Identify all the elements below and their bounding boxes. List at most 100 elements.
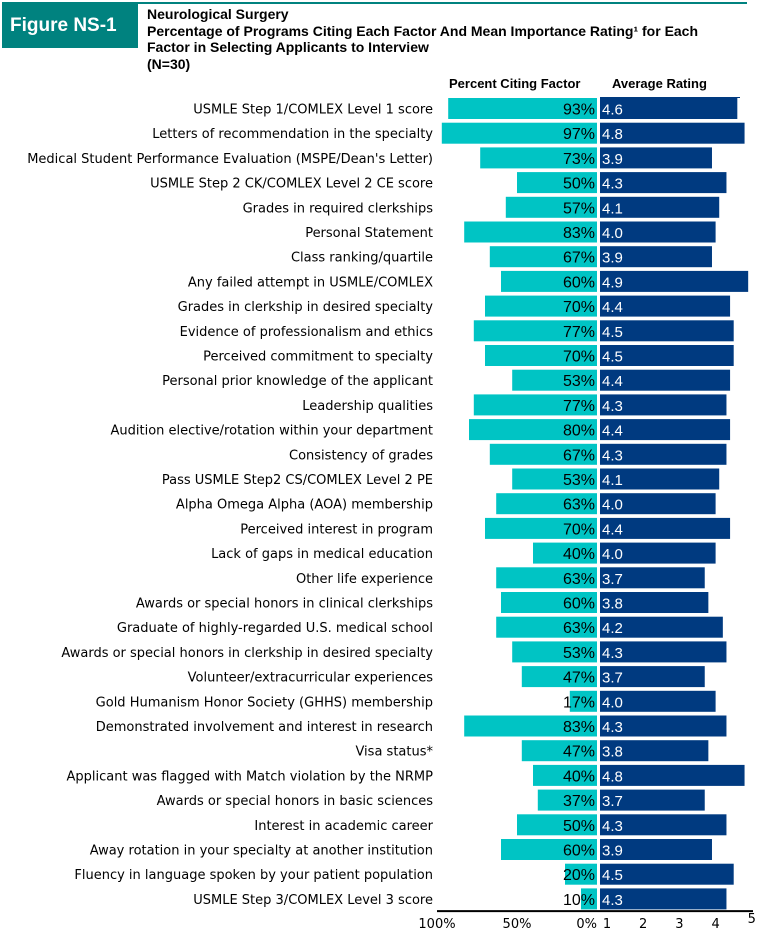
rating-data-label: 4.3 xyxy=(602,645,623,662)
category-label: Consistency of grades xyxy=(289,448,433,463)
rating-axis-tick: 1 xyxy=(603,917,611,932)
specialty-name: Neurological Surgery xyxy=(147,6,289,22)
category-label: USMLE Step 2 CK/COMLEX Level 2 CE score xyxy=(150,177,433,192)
category-label: Awards or special honors in clinical cle… xyxy=(136,597,433,612)
rating-data-label: 4.3 xyxy=(602,176,623,193)
rating-data-label: 3.7 xyxy=(602,793,623,810)
percent-data-label: 37% xyxy=(563,793,595,810)
rating-axis-tick: 2 xyxy=(639,917,647,932)
percent-bar xyxy=(473,320,597,342)
percent-data-label: 83% xyxy=(563,719,595,736)
percent-data-label: 17% xyxy=(563,694,595,711)
title-line-1: Percentage of Programs Citing Each Facto… xyxy=(147,22,699,39)
percent-data-label: 77% xyxy=(563,324,595,341)
category-label: Visa status* xyxy=(355,745,433,760)
rating-bar xyxy=(600,863,734,885)
percent-data-label: 50% xyxy=(563,818,595,835)
percent-bar xyxy=(473,394,597,416)
rating-column-header: Average Rating xyxy=(612,76,707,91)
category-label: Awards or special honors in clerkship in… xyxy=(61,646,433,661)
category-label: USMLE Step 3/COMLEX Level 3 score xyxy=(193,893,433,908)
percent-data-label: 63% xyxy=(563,620,595,637)
rating-data-label: 4.5 xyxy=(602,324,623,341)
percent-axis-tick: 50% xyxy=(503,917,532,932)
category-label: Applicant was flagged with Match violati… xyxy=(67,769,434,784)
percent-column-header: Percent Citing Factor xyxy=(449,76,581,91)
percent-data-label: 97% xyxy=(563,126,595,143)
rating-bar xyxy=(600,270,749,292)
rating-bar xyxy=(600,542,716,564)
percent-data-label: 10% xyxy=(563,892,595,909)
rating-data-label: 4.3 xyxy=(602,447,623,464)
rating-bar xyxy=(600,666,705,688)
rating-bar xyxy=(600,196,720,218)
rating-data-label: 4.4 xyxy=(602,423,623,440)
rating-data-label: 4.3 xyxy=(602,892,623,909)
category-label: Personal Statement xyxy=(305,226,433,241)
category-label: Class ranking/quartile xyxy=(291,251,433,266)
rating-data-label: 4.6 xyxy=(602,102,623,119)
rating-bar xyxy=(600,394,727,416)
percent-bar xyxy=(517,814,597,836)
percent-data-label: 83% xyxy=(563,225,595,242)
rating-bar xyxy=(600,616,723,638)
rating-bar xyxy=(600,888,727,910)
percent-data-label: 60% xyxy=(563,843,595,860)
category-label: Lack of gaps in medical education xyxy=(211,547,433,562)
rating-bar xyxy=(600,468,720,490)
category-label: Interest in academic career xyxy=(254,819,433,834)
category-label: Fluency in language spoken by your patie… xyxy=(74,868,433,883)
category-label: Leadership qualities xyxy=(302,399,433,414)
rating-data-label: 4.3 xyxy=(602,398,623,415)
category-label: USMLE Step 1/COMLEX Level 1 score xyxy=(193,103,433,118)
rating-bar xyxy=(600,419,731,441)
rating-axis-tick: 4 xyxy=(711,917,719,932)
title-line-2: Factor in Selecting Applicants to Interv… xyxy=(147,39,429,55)
rating-bar xyxy=(600,839,712,860)
rating-bar xyxy=(600,567,705,589)
percent-data-label: 47% xyxy=(563,670,595,687)
percent-bar xyxy=(521,666,597,688)
category-label: Away rotation in your specialty at anoth… xyxy=(90,844,433,859)
percent-bar xyxy=(489,246,597,268)
rating-bar xyxy=(600,740,709,762)
percent-bar xyxy=(501,270,597,292)
category-label: Evidence of professionalism and ethics xyxy=(180,325,434,340)
rating-data-label: 4.8 xyxy=(602,126,623,143)
percent-data-label: 73% xyxy=(563,151,595,168)
percent-bar xyxy=(501,592,597,613)
sample-size: (N=30) xyxy=(147,55,191,72)
category-label: Grades in clerkship in desired specialty xyxy=(178,300,434,315)
figure-label: Figure NS-1 xyxy=(2,4,138,48)
rating-data-label: 4.0 xyxy=(602,546,623,563)
figure-title: Neurological Surgery Percentage of Progr… xyxy=(147,6,698,72)
percent-data-label: 63% xyxy=(563,571,595,588)
category-label: Personal prior knowledge of the applican… xyxy=(162,374,433,389)
rating-data-label: 4.3 xyxy=(602,818,623,835)
rating-data-label: 4.0 xyxy=(602,225,623,242)
rating-data-label: 4.0 xyxy=(602,497,623,514)
rating-data-label: 4.5 xyxy=(602,349,623,366)
percent-bar xyxy=(480,147,597,169)
rating-data-label: 3.8 xyxy=(602,744,623,761)
rating-header-underline xyxy=(600,97,740,98)
category-label: Pass USMLE Step2 CS/COMLEX Level 2 PE xyxy=(162,473,433,488)
percent-data-label: 53% xyxy=(563,645,595,662)
category-label: Volunteer/extracurricular experiences xyxy=(188,671,434,686)
rating-bar xyxy=(600,493,716,515)
percent-bar xyxy=(441,122,597,144)
percent-bar xyxy=(485,345,597,366)
category-label: Audition elective/rotation within your d… xyxy=(110,424,433,439)
rating-bar xyxy=(600,715,727,737)
percent-bar xyxy=(537,789,597,811)
rating-data-label: 3.9 xyxy=(602,843,623,860)
percent-data-label: 70% xyxy=(563,521,595,538)
rating-data-label: 3.9 xyxy=(602,151,623,168)
percent-data-label: 70% xyxy=(563,349,595,366)
category-label: Perceived interest in program xyxy=(240,522,433,537)
percent-data-label: 53% xyxy=(563,472,595,489)
percent-data-label: 57% xyxy=(563,200,595,217)
percent-data-label: 70% xyxy=(563,299,595,316)
category-label: Graduate of highly-regarded U.S. medical… xyxy=(117,621,433,636)
